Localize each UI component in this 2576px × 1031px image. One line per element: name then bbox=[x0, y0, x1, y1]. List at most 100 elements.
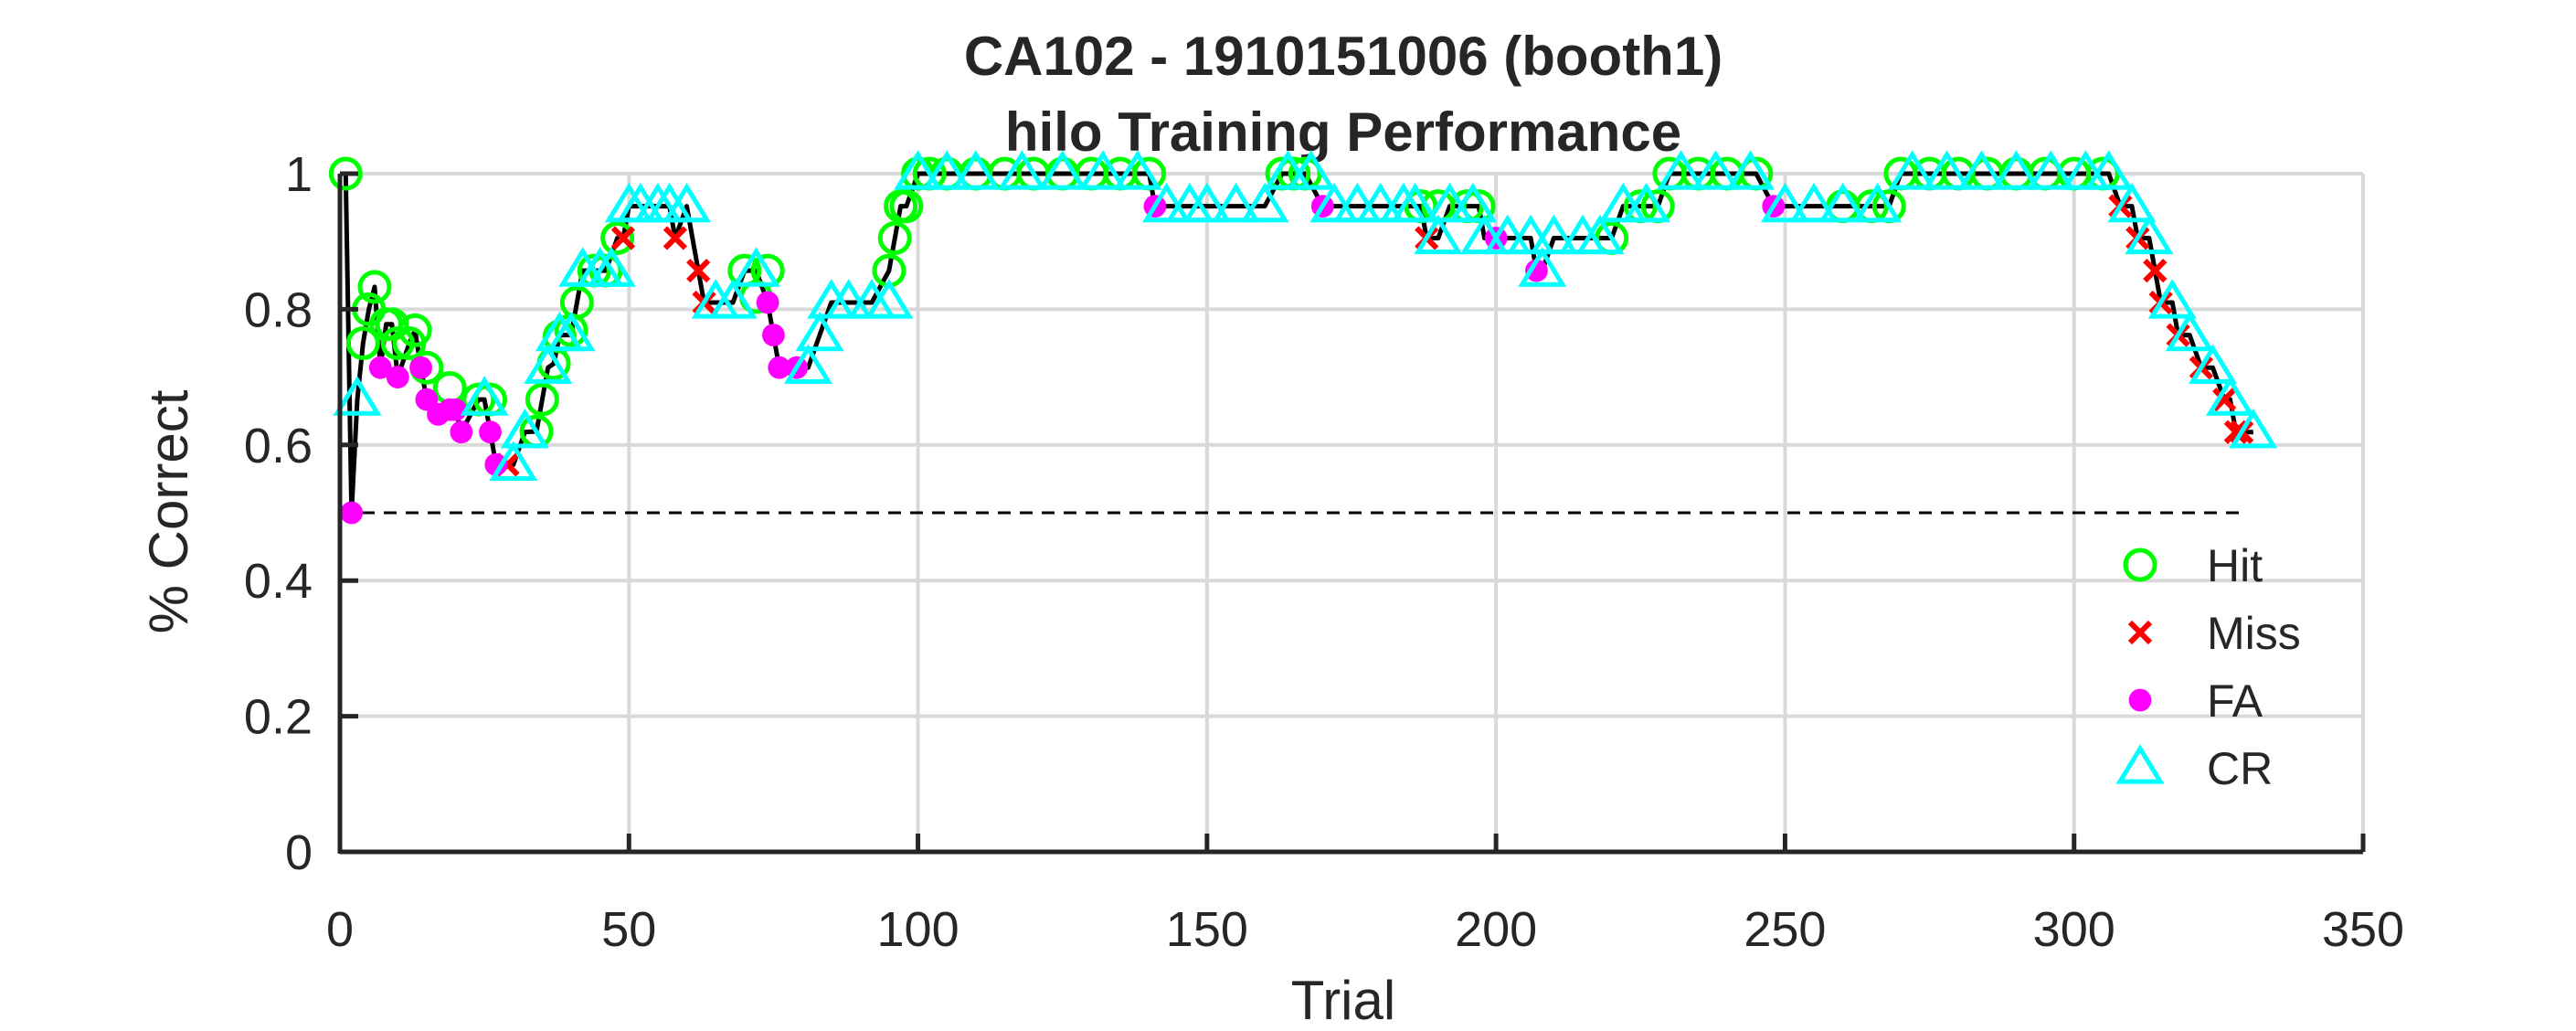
x-axis-label: Trial bbox=[1291, 970, 1395, 1031]
point-miss bbox=[610, 226, 636, 250]
legend-label-miss: Miss bbox=[2207, 608, 2301, 659]
point-cr bbox=[1287, 150, 1336, 190]
point-cr bbox=[1240, 182, 1289, 223]
legend-marker-cr bbox=[2115, 744, 2165, 784]
point-fa bbox=[409, 356, 432, 379]
legend-marker-fa bbox=[2128, 688, 2152, 712]
point-cr bbox=[460, 376, 509, 416]
point-cr bbox=[2026, 150, 2075, 190]
point-cr bbox=[1263, 150, 1312, 190]
tick-labels: 0 50 100 150 200 250 300 350 0 0.2 0.4 0.6 0.8 1 bbox=[244, 147, 2404, 957]
point-cr bbox=[1448, 182, 1498, 223]
point-miss bbox=[663, 226, 688, 250]
y-tick-label: 1 bbox=[285, 147, 313, 202]
point-cr bbox=[1725, 150, 1775, 190]
legend-marker-hit bbox=[2123, 547, 2157, 582]
point-cr bbox=[1506, 214, 1555, 255]
point-cr bbox=[1518, 247, 1567, 287]
point-cr bbox=[1414, 214, 1463, 255]
legend: Hit Miss FA CR bbox=[2115, 540, 2301, 794]
x-tick-label: 350 bbox=[2322, 902, 2404, 957]
point-hit bbox=[357, 270, 392, 304]
point-cr bbox=[1657, 150, 1706, 190]
point-fa bbox=[368, 356, 392, 379]
legend-item-fa: FA bbox=[2128, 675, 2263, 727]
point-cr bbox=[663, 182, 712, 223]
point-cr bbox=[1789, 182, 1839, 223]
legend-marker-miss bbox=[2127, 620, 2153, 645]
point-cr bbox=[489, 441, 538, 481]
point-cr bbox=[2061, 150, 2110, 190]
point-miss bbox=[2143, 258, 2168, 283]
point-cr bbox=[1459, 214, 1509, 255]
point-fa bbox=[444, 398, 467, 421]
x-tick-label: 50 bbox=[601, 902, 656, 957]
point-fa bbox=[450, 420, 473, 444]
point-cr bbox=[1956, 150, 2007, 190]
x-tick-label: 150 bbox=[1166, 902, 1248, 957]
x-tick-label: 250 bbox=[1744, 902, 1826, 957]
point-cr bbox=[524, 344, 573, 384]
x-tick-label: 100 bbox=[877, 902, 959, 957]
point-cr bbox=[824, 279, 874, 319]
series-miss bbox=[495, 194, 2254, 477]
point-cr bbox=[1991, 150, 2041, 190]
point-cr bbox=[2189, 344, 2238, 384]
chart-subtitle: hilo Training Performance bbox=[1005, 101, 1681, 163]
point-fa bbox=[340, 501, 364, 525]
point-cr bbox=[587, 247, 636, 287]
point-cr bbox=[1332, 182, 1382, 223]
data-points bbox=[328, 150, 2278, 525]
point-hit bbox=[345, 326, 380, 360]
performance-line bbox=[343, 171, 2253, 516]
point-cr bbox=[1923, 150, 1972, 190]
point-fa bbox=[762, 324, 785, 346]
point-hit bbox=[559, 285, 594, 320]
point-cr bbox=[1426, 182, 1475, 223]
point-cr bbox=[1529, 214, 1578, 255]
y-tick-label: 0 bbox=[285, 825, 313, 880]
point-fa bbox=[768, 356, 791, 379]
y-tick-label: 0.8 bbox=[244, 282, 313, 337]
point-cr bbox=[2125, 214, 2174, 255]
point-cr bbox=[1760, 182, 1809, 223]
point-cr bbox=[864, 279, 914, 319]
legend-label-hit: Hit bbox=[2207, 540, 2263, 591]
point-hit bbox=[432, 370, 467, 405]
y-tick-label: 0.4 bbox=[244, 554, 313, 609]
point-cr bbox=[1853, 182, 1903, 223]
point-hit bbox=[375, 307, 409, 342]
x-tick-label: 0 bbox=[326, 902, 354, 957]
point-cr bbox=[2084, 150, 2134, 190]
legend-label-cr: CR bbox=[2207, 743, 2273, 794]
point-hit bbox=[600, 220, 635, 255]
point-miss bbox=[686, 258, 711, 283]
point-cr bbox=[795, 311, 844, 352]
point-fa bbox=[479, 420, 502, 444]
point-cr bbox=[1309, 182, 1359, 223]
point-cr bbox=[1622, 182, 1671, 223]
point-cr bbox=[1078, 150, 1128, 190]
point-cr bbox=[333, 376, 382, 416]
point-hit bbox=[328, 156, 363, 191]
point-cr bbox=[783, 344, 832, 384]
point-fa bbox=[386, 366, 409, 388]
point-cr bbox=[997, 150, 1046, 190]
point-cr bbox=[731, 247, 780, 287]
point-fa bbox=[756, 291, 779, 314]
point-hit bbox=[525, 382, 559, 417]
point-fa bbox=[484, 452, 508, 476]
point-cr bbox=[951, 150, 1001, 190]
y-axis-label: % Correct bbox=[138, 389, 199, 633]
point-hit bbox=[889, 189, 924, 224]
x-tick-label: 200 bbox=[1455, 902, 1537, 957]
point-cr bbox=[1182, 182, 1232, 223]
point-miss bbox=[2223, 420, 2248, 444]
point-hit bbox=[398, 313, 432, 347]
point-cr bbox=[546, 311, 596, 352]
legend-label-fa: FA bbox=[2207, 675, 2263, 727]
point-cr bbox=[1211, 182, 1260, 223]
point-cr bbox=[708, 279, 758, 319]
x-tick-label: 300 bbox=[2033, 902, 2115, 957]
